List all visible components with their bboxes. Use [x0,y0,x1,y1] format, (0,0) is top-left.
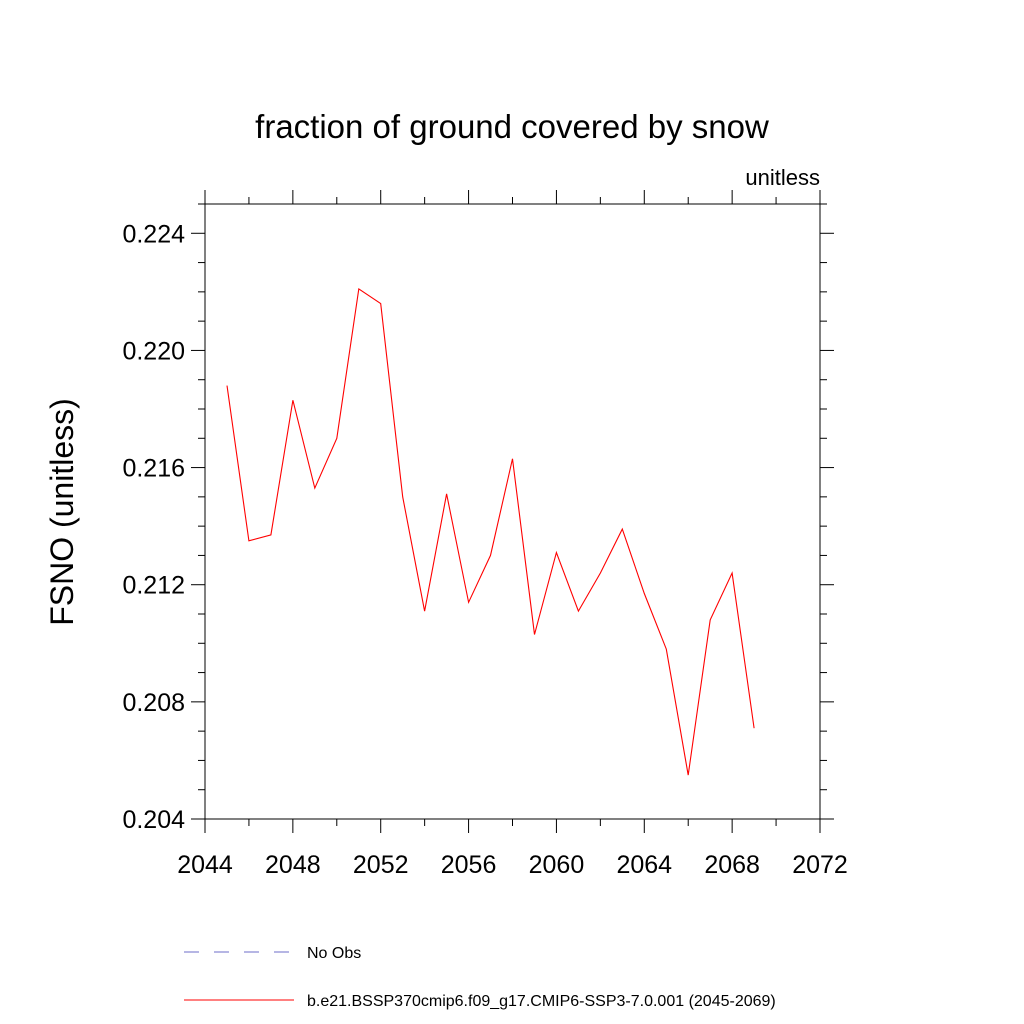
y-tick-label: 0.204 [122,806,185,834]
x-tick-label: 2064 [616,851,672,879]
x-tick-label: 2068 [704,851,760,879]
y-axis-label: FSNO (unitless) [44,398,80,626]
y-tick-label: 0.216 [122,455,185,483]
y-tick-label: 0.212 [122,572,185,600]
y-tick-label: 0.208 [122,689,185,717]
x-tick-label: 2056 [441,851,497,879]
chart-title: fraction of ground covered by snow [255,108,769,145]
x-tick-label: 2072 [792,851,848,879]
legend: No Obs b.e21.BSSP370cmip6.f09_g17.CMIP6-S… [184,945,776,1010]
series-layer [226,287,755,776]
axis-ticks [191,190,834,833]
series-line [226,287,755,776]
y-tick-label: 0.220 [122,337,185,365]
x-tick-label: 2044 [177,851,233,879]
tick-labels: 0.204 0.208 0.212 0.216 0.220 0.224 2044 2048 20… [122,220,847,879]
x-tick-label: 2048 [265,851,321,879]
legend-label: No Obs [307,945,361,962]
legend-label: b.e21.BSSP370cmip6.f09_g17.CMIP6-SSP3-7.… [307,993,776,1010]
units-label: unitless [745,165,820,190]
plot-frame [204,203,821,820]
x-tick-label: 2052 [353,851,409,879]
x-tick-label: 2060 [529,851,585,879]
y-tick-label: 0.224 [122,220,185,248]
